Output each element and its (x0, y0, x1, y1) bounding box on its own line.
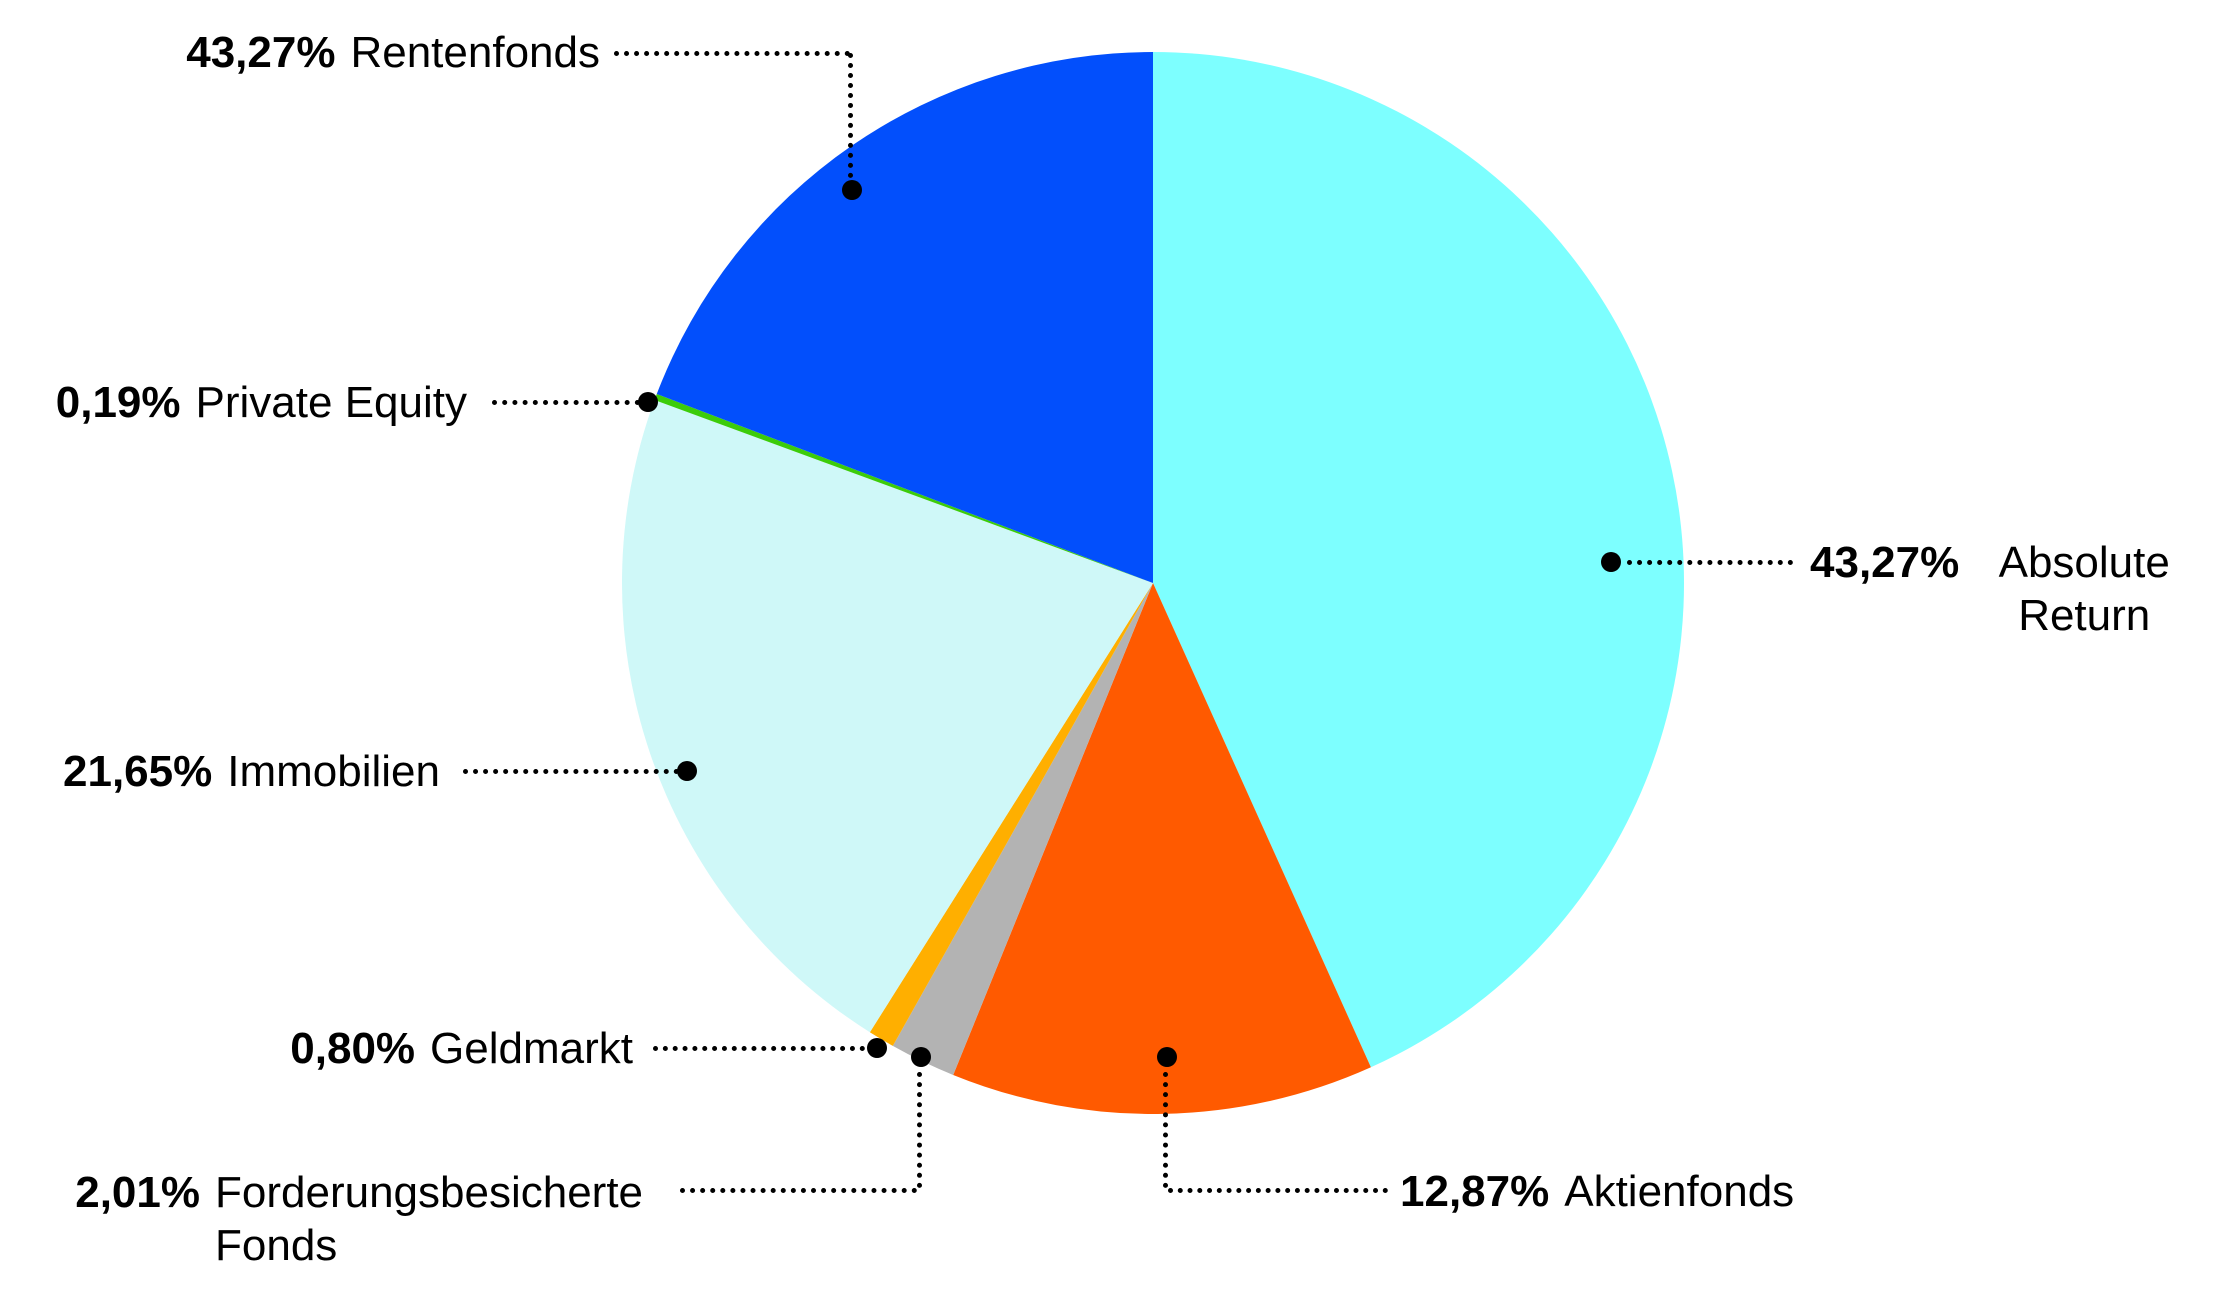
pie-slice-rentenfonds (656, 52, 1153, 583)
pie-slice-forderungsbesicherte-fonds (892, 583, 1153, 1075)
pie-slice-geldmarkt (869, 583, 1153, 1046)
leader-line-forderungsbesicherte-fonds (680, 1188, 917, 1193)
leader-line-aktienfonds (1168, 1188, 1388, 1193)
leader-line-private-equity (492, 400, 640, 405)
label-absolute-return-value: 43,27% (1810, 538, 1960, 587)
label-immobilien: 21,65% Immobilien (63, 745, 440, 798)
leader-line-rentenfonds (848, 53, 853, 178)
label-rentenfonds-value: 43,27% (186, 28, 336, 77)
label-aktienfonds-value: 12,87% (1400, 1167, 1550, 1216)
marker-dot-forderungsbesicherte-fonds (911, 1047, 931, 1067)
label-forderungsbesicherte-fonds: 2,01% Forderungsbesicherte Fonds (75, 1166, 665, 1272)
marker-dot-geldmarkt (867, 1038, 887, 1058)
label-forderungsbesicherte-fonds-value: 2,01% (75, 1168, 200, 1217)
label-geldmarkt-value: 0,80% (290, 1024, 416, 1073)
label-geldmarkt-name: Geldmarkt (430, 1024, 633, 1073)
marker-dot-aktienfonds (1157, 1047, 1177, 1067)
marker-dot-absolute-return (1601, 552, 1621, 572)
pie-slice-absolute-return (1153, 52, 1685, 1068)
marker-dot-private-equity (638, 392, 658, 412)
label-private-equity-value: 0,19% (55, 378, 181, 427)
label-immobilien-value: 21,65% (63, 747, 213, 796)
label-geldmarkt: 0,80% Geldmarkt (290, 1022, 633, 1075)
leader-line-rentenfonds (614, 51, 850, 56)
label-rentenfonds: 43,27% Rentenfonds (186, 26, 600, 79)
label-private-equity: 0,19% Private Equity (56, 376, 467, 429)
leader-line-forderungsbesicherte-fonds (917, 1072, 922, 1188)
leader-line-immobilien (463, 769, 679, 774)
label-immobilien-name: Immobilien (227, 747, 440, 796)
label-absolute-return: 43,27% Absolute Return (1810, 536, 2194, 642)
label-aktienfonds-name: Aktienfonds (1564, 1167, 1795, 1216)
leader-line-absolute-return (1627, 560, 1793, 565)
leader-line-geldmarkt (653, 1046, 865, 1051)
pie-slice-private-equity (654, 394, 1153, 583)
marker-dot-rentenfonds (842, 180, 862, 200)
label-rentenfonds-name: Rentenfonds (350, 28, 600, 77)
leader-line-aktienfonds (1163, 1072, 1168, 1188)
label-aktienfonds: 12,87% Aktienfonds (1400, 1165, 1794, 1218)
pie-slice-aktienfonds (953, 583, 1371, 1114)
label-forderungsbesicherte-fonds-name: Forderungsbesicherte Fonds (215, 1168, 644, 1270)
label-private-equity-name: Private Equity (195, 378, 467, 427)
label-absolute-return-name: Absolute Return (1998, 538, 2170, 640)
pie-slice-immobilien (621, 399, 1153, 1033)
marker-dot-immobilien (677, 761, 697, 781)
